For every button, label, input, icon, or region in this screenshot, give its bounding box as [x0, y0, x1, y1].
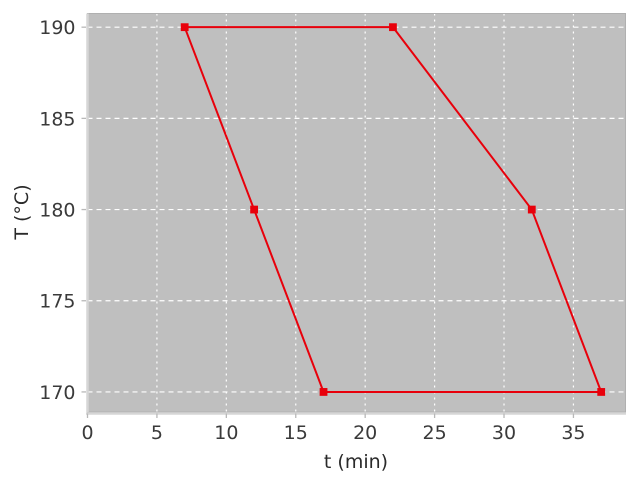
data-point-marker	[389, 23, 397, 32]
data-point-marker	[527, 205, 536, 214]
y-axis-title: T (°C)	[11, 184, 33, 240]
x-tick-label: 20	[353, 422, 377, 444]
plot-area-background	[87, 13, 626, 412]
x-axis-tick-labels: 0 5 10 15 20 25 30 35	[81, 422, 585, 444]
y-tick-label: 185	[39, 108, 75, 130]
x-tick-label: 15	[284, 422, 308, 444]
data-series-group	[180, 23, 606, 396]
y-tick-label: 175	[39, 291, 75, 313]
y-axis-tick-marks	[81, 26, 86, 393]
y-tick-label: 170	[39, 382, 75, 404]
y-tick-label: 190	[39, 17, 75, 39]
series-markers	[180, 23, 606, 396]
data-point-marker	[319, 388, 328, 396]
x-tick-label: 5	[151, 422, 163, 444]
data-point-marker	[180, 23, 189, 32]
data-point-marker	[250, 205, 259, 214]
x-tick-label: 30	[492, 422, 516, 444]
x-tick-label: 0	[81, 422, 93, 444]
y-tick-label: 180	[39, 200, 75, 222]
x-axis-title: t (min)	[324, 451, 388, 473]
x-tick-label: 10	[214, 422, 238, 444]
x-axis-tick-marks	[86, 413, 575, 418]
y-axis-tick-labels: 170 175 180 185 190	[39, 17, 75, 404]
x-tick-label: 35	[561, 422, 585, 444]
data-point-marker	[597, 388, 606, 396]
x-tick-label: 25	[423, 422, 447, 444]
